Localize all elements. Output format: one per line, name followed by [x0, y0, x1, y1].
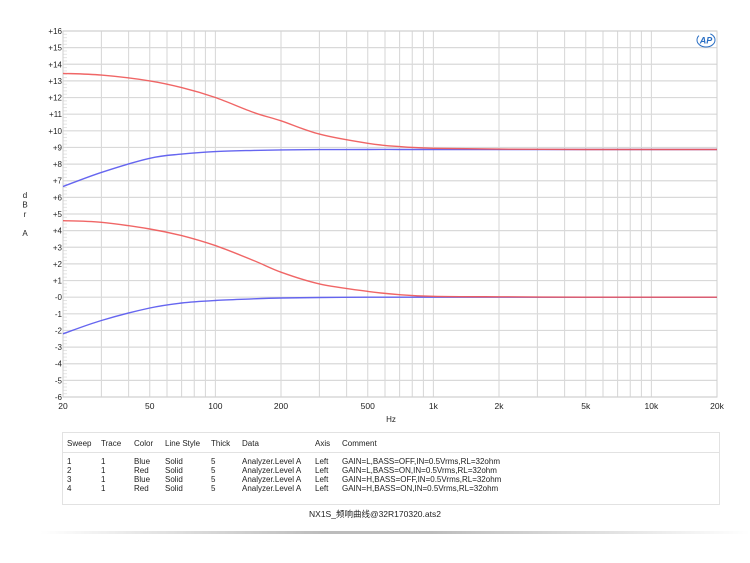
legend-cell-trace: 1	[101, 457, 106, 466]
x-tick-label: 200	[274, 401, 288, 411]
y-tick-label: +9	[53, 143, 63, 152]
legend-header-data: Data	[242, 439, 259, 448]
legend-cell-axis: Left	[315, 466, 329, 475]
legend-header-thick: Thick	[211, 439, 231, 448]
x-tick-label: 20	[58, 401, 68, 411]
legend-cell-thick: 5	[211, 475, 216, 484]
series-line-2	[62, 220, 717, 298]
y-tick-label: -0	[55, 293, 63, 302]
legend-row: 2 1 Red Solid 5 Analyzer.Level A Left GAIN=L,BA…	[63, 466, 719, 475]
x-tick-label: 1k	[429, 401, 439, 411]
legend-cell-sweep: 1	[67, 457, 72, 466]
y-tick-label: +6	[53, 193, 63, 202]
y-tick-label: -1	[55, 310, 63, 319]
legend-cell-comment: GAIN=L,BASS=OFF,IN=0.5Vrms,RL=32ohm	[342, 457, 500, 466]
x-tick-label: 5k	[581, 401, 591, 411]
y-tick-label: +2	[53, 260, 63, 269]
y-axis-label: dBr A	[22, 191, 28, 238]
legend-row: 1 1 Blue Solid 5 Analyzer.Level A Left GAIN=L,B…	[63, 457, 719, 466]
x-axis-ticks: 20 50 100 200 500 1k 2k 5k 10k 20k	[58, 401, 724, 411]
svg-text:d: d	[23, 191, 27, 200]
x-tick-label: 100	[208, 401, 222, 411]
y-tick-label: +10	[48, 127, 62, 136]
y-tick-label: +7	[53, 177, 63, 186]
y-tick-label: +11	[49, 110, 63, 119]
legend-cell-line-style: Solid	[165, 475, 183, 484]
y-tick-label: -4	[55, 360, 63, 369]
legend-cell-axis: Left	[315, 484, 329, 493]
legend-header-comment: Comment	[342, 439, 377, 448]
legend-cell-data: Analyzer.Level A	[242, 466, 302, 475]
series-line-1	[62, 296, 717, 335]
y-tick-label: -2	[55, 326, 63, 335]
y-tick-label: +1	[53, 277, 63, 286]
y-axis-ticks: +16 +15 +14 +13 +12 +11 +10 +9 +8 +7 +6 +5 +4 +3 +2 +1 -…	[48, 27, 62, 402]
legend-cell-trace: 1	[101, 484, 106, 493]
legend-row: 3 1 Blue Solid 5 Analyzer.Level A Left GAIN=H,B…	[63, 475, 719, 484]
data-series	[62, 72, 717, 335]
legend-header-sweep: Sweep	[67, 439, 92, 448]
legend-cell-sweep: 4	[67, 484, 72, 493]
legend-cell-line-style: Solid	[165, 466, 183, 475]
legend-cell-comment: GAIN=H,BASS=OFF,IN=0.5Vrms,RL=32ohm	[342, 475, 502, 484]
legend-cell-thick: 5	[211, 466, 216, 475]
svg-text:r: r	[24, 210, 27, 219]
legend-cell-axis: Left	[315, 457, 329, 466]
legend-cell-thick: 5	[211, 484, 216, 493]
frequency-response-chart: +16 +15 +14 +13 +12 +11 +10 +9 +8 +7 +6 +5 +4 +3 +2 +1 -…	[22, 27, 724, 424]
svg-text:AP: AP	[699, 36, 713, 46]
y-tick-label: +4	[53, 227, 63, 236]
legend-cell-trace: 1	[101, 475, 106, 484]
legend-header-line-style: Line Style	[165, 439, 201, 448]
legend-cell-sweep: 2	[67, 466, 72, 475]
legend-row: 4 1 Red Solid 5 Analyzer.Level A Left GAIN=H,BA…	[63, 484, 719, 493]
legend-cell-trace: 1	[101, 466, 106, 475]
legend-header-trace: Trace	[101, 439, 122, 448]
y-tick-label: +14	[48, 60, 62, 69]
legend-header-axis: Axis	[315, 439, 331, 448]
y-tick-label: -3	[55, 343, 63, 352]
x-tick-label: 500	[361, 401, 375, 411]
legend-cell-color: Blue	[134, 475, 151, 484]
legend-table: Sweep Trace Color Line Style Thick Data …	[62, 432, 720, 505]
legend-cell-data: Analyzer.Level A	[242, 457, 302, 466]
y-tick-label: +16	[48, 27, 62, 36]
plot-frame	[62, 30, 718, 398]
legend-header: Sweep Trace Color Line Style Thick Data …	[63, 433, 719, 453]
y-tick-label: +15	[48, 44, 62, 53]
legend-cell-sweep: 3	[67, 475, 72, 484]
plot-grid	[63, 30, 717, 398]
y-tick-label: +8	[53, 160, 63, 169]
y-tick-label: -5	[55, 376, 63, 385]
y-tick-label: -6	[55, 393, 63, 402]
x-tick-label: 2k	[495, 401, 505, 411]
legend-cell-color: Red	[134, 466, 149, 475]
y-tick-label: +5	[53, 210, 63, 219]
footer-divider	[40, 531, 750, 534]
legend-cell-data: Analyzer.Level A	[242, 484, 302, 493]
x-tick-label: 20k	[710, 401, 724, 411]
x-tick-label: 50	[145, 401, 155, 411]
svg-text:A: A	[22, 229, 28, 238]
legend-cell-line-style: Solid	[165, 457, 183, 466]
legend-cell-line-style: Solid	[165, 484, 183, 493]
legend-cell-color: Blue	[134, 457, 151, 466]
file-name: NX1S_频响曲线@32R170320.ats2	[309, 509, 441, 519]
y-tick-label: +12	[48, 94, 62, 103]
legend-cell-comment: GAIN=L,BASS=ON,IN=0.5Vrms,RL=32ohm	[342, 466, 497, 475]
svg-text:B: B	[22, 201, 27, 210]
legend-cell-data: Analyzer.Level A	[242, 475, 302, 484]
legend-cell-comment: GAIN=H,BASS=ON,IN=0.5Vrms,RL=32ohm	[342, 484, 499, 493]
legend-cell-thick: 5	[211, 457, 216, 466]
legend-cell-axis: Left	[315, 475, 329, 484]
ap-logo-icon: AP	[696, 32, 716, 48]
legend-header-color: Color	[134, 439, 154, 448]
legend-cell-color: Red	[134, 484, 149, 493]
y-tick-label: +3	[53, 243, 63, 252]
x-tick-label: 10k	[645, 401, 659, 411]
series-line-4	[62, 72, 717, 151]
x-axis-label: Hz	[386, 415, 396, 424]
y-tick-label: +13	[48, 77, 62, 86]
